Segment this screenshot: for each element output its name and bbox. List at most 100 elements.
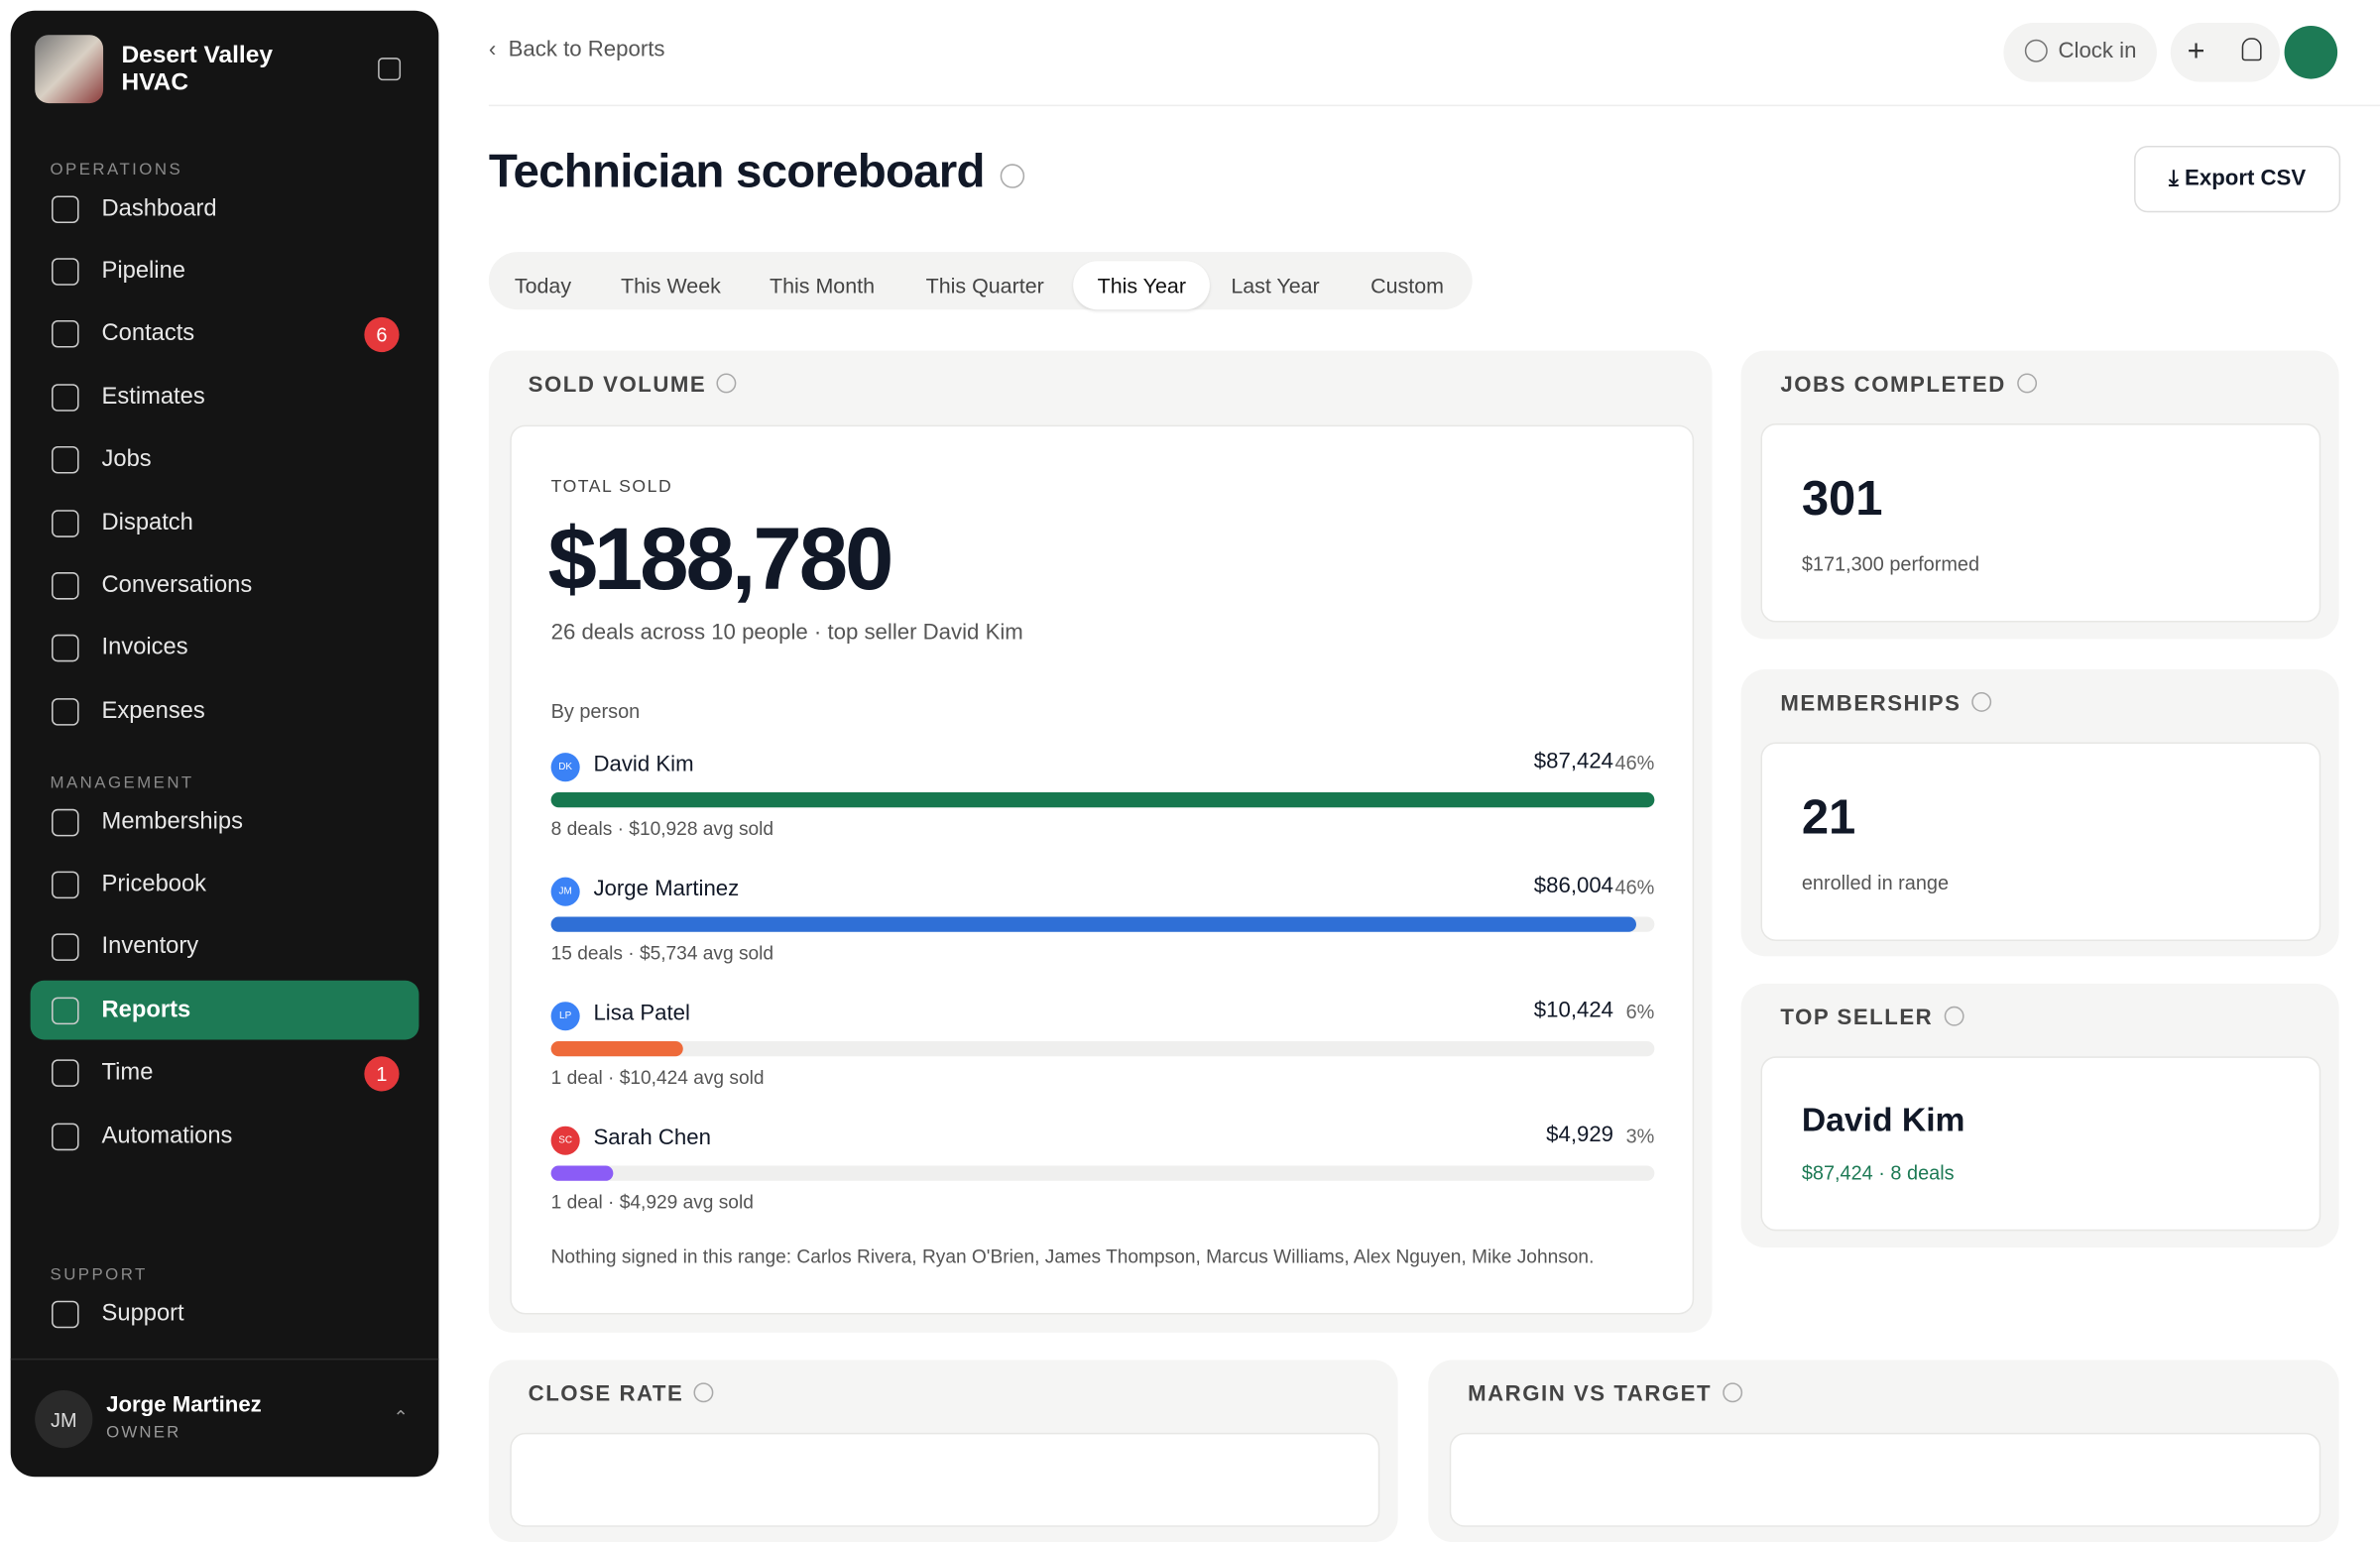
nav-badge: 6 — [364, 316, 400, 352]
margin-card: MARGIN VS TARGET — [1428, 1360, 2339, 1542]
collapse-toggle[interactable] — [378, 58, 402, 81]
nav-item[interactable]: Dispatch — [31, 493, 419, 552]
person-detail: 8 deals · $10,928 avg sold — [550, 817, 774, 840]
user-name[interactable]: Jorge Martinez — [106, 1393, 262, 1418]
title: SOLD VOLUME — [528, 373, 707, 399]
nav-item[interactable]: Inventory — [31, 918, 419, 978]
nav-label[interactable]: Memberships — [101, 808, 243, 835]
nav-label[interactable]: Pipeline — [101, 258, 185, 285]
person-detail: 1 deal · $4,929 avg sold — [550, 1191, 754, 1213]
range-tab[interactable]: This Week — [621, 273, 721, 297]
bar — [550, 1165, 614, 1181]
title: CLOSE RATE — [528, 1382, 684, 1407]
company-name: Desert Valley HVAC — [121, 42, 273, 96]
nav-icon — [52, 1059, 79, 1088]
back-link[interactable]: ‹ Back to Reports — [488, 38, 665, 62]
nav-badge: 1 — [364, 1055, 400, 1091]
person-avatar: LP — [550, 1002, 580, 1031]
nav-item[interactable]: Jobs — [31, 430, 419, 490]
nav-label[interactable]: Inventory — [101, 933, 199, 960]
nav-label[interactable]: Time — [101, 1059, 154, 1086]
range-tab[interactable]: This Year — [1073, 261, 1211, 310]
card-title: MARGIN VS TARGET — [1468, 1382, 1742, 1407]
nav-item[interactable]: Conversations — [31, 556, 419, 616]
footnote: Nothing signed in this range: Carlos Riv… — [550, 1245, 1595, 1268]
person-share: 3% — [1625, 1125, 1655, 1148]
stat-panel: 301 $171,300 performed — [1760, 423, 2321, 623]
stat-panel: 21 enrolled in range — [1760, 742, 2321, 941]
card-title: JOBS COMPLETED — [1780, 373, 2037, 398]
nav-label[interactable]: Jobs — [101, 446, 152, 473]
nav-item[interactable]: Contacts 6 — [31, 304, 419, 364]
person-share: 46% — [1614, 876, 1655, 899]
summary: 26 deals across 10 people · top seller D… — [550, 621, 1023, 646]
nav-label[interactable]: Dashboard — [101, 194, 217, 221]
logo — [35, 35, 104, 104]
nav-item[interactable]: Automations — [31, 1107, 419, 1166]
nav-item[interactable]: Time 1 — [31, 1043, 419, 1103]
person-name: Sarah Chen — [593, 1126, 711, 1151]
range-tab[interactable]: Last Year — [1231, 273, 1320, 297]
range-tab[interactable]: This Quarter — [925, 273, 1044, 297]
nav-item[interactable]: Invoices — [31, 619, 419, 678]
bar-track — [550, 1040, 1655, 1057]
notifications-button[interactable] — [2241, 38, 2262, 61]
person-detail: 15 deals · $5,734 avg sold — [550, 942, 774, 964]
nav-item[interactable]: Estimates — [31, 368, 419, 427]
range-tab[interactable]: Custom — [1370, 273, 1444, 297]
add-button[interactable]: + — [2187, 35, 2205, 68]
back-text[interactable]: Back to Reports — [508, 38, 665, 62]
total-value: $188,780 — [547, 510, 894, 609]
title: MEMBERSHIPS — [1780, 691, 1962, 717]
phone-button[interactable] — [2284, 26, 2338, 79]
nav-label[interactable]: Invoices — [101, 635, 188, 661]
nav-item[interactable]: Expenses — [31, 682, 419, 742]
person-name: Jorge Martinez — [593, 877, 740, 902]
person-avatar: DK — [550, 753, 580, 782]
info-icon — [1971, 691, 1992, 712]
memberships-card: MEMBERSHIPS 21 enrolled in range — [1740, 668, 2339, 957]
stat-sub: enrolled in range — [1801, 871, 1950, 894]
bar-track — [550, 791, 1655, 808]
nav-icon — [52, 446, 79, 474]
range-tab[interactable]: Today — [514, 273, 572, 297]
actions: + — [2170, 22, 2280, 82]
export-button[interactable]: ⤓ Export CSV — [2134, 145, 2341, 213]
nav-label[interactable]: Expenses — [101, 697, 205, 724]
nav-icon — [52, 194, 79, 223]
page-title: Technician scoreboard — [489, 144, 1024, 198]
person-avatar: JM — [550, 877, 580, 906]
sold-panel: TOTAL SOLD $188,780 26 deals across 10 p… — [510, 424, 1695, 1315]
range-tab[interactable]: This Month — [770, 273, 876, 297]
nav-label[interactable]: Contacts — [101, 320, 195, 347]
section-label: OPERATIONS — [50, 161, 183, 179]
nav-icon — [52, 1122, 79, 1150]
person-name: Lisa Patel — [593, 1002, 690, 1026]
nav-item[interactable]: Reports — [30, 981, 419, 1040]
nav-item[interactable]: Pipeline — [31, 242, 419, 301]
user-menu[interactable]: ⌃ — [393, 1406, 409, 1429]
nav-item[interactable]: Support — [31, 1284, 419, 1344]
nav-label[interactable]: Dispatch — [101, 509, 193, 535]
clock-in-text[interactable]: Clock in — [2058, 39, 2137, 64]
user-avatar: JM — [35, 1390, 93, 1449]
person-share: 46% — [1614, 751, 1655, 774]
nav-label[interactable]: Pricebook — [101, 871, 207, 897]
section-label: SUPPORT — [50, 1265, 148, 1284]
nav-item[interactable]: Dashboard — [31, 179, 419, 239]
nav-icon — [52, 871, 79, 898]
nav-label[interactable]: Support — [101, 1299, 184, 1326]
nav-label[interactable]: Reports — [101, 997, 191, 1023]
nav-item[interactable]: Memberships — [31, 792, 419, 852]
nav-item[interactable]: Pricebook — [31, 855, 419, 914]
nav-label[interactable]: Automations — [101, 1122, 233, 1148]
person-row: LP Lisa Patel $10,424 6% 1 deal · $10,424 av… — [550, 996, 1655, 1121]
nav-label[interactable]: Conversations — [101, 571, 253, 598]
clock-in-button[interactable]: Clock in — [2003, 22, 2157, 82]
nav-icon — [52, 509, 79, 537]
export-text[interactable]: Export CSV — [2185, 167, 2307, 191]
person-row: DK David Kim $87,424 46% 8 deals · $10,928 a… — [550, 747, 1655, 872]
bar-track — [550, 916, 1655, 932]
person-amount: $86,004 — [1533, 874, 1614, 899]
nav-label[interactable]: Estimates — [101, 383, 205, 410]
